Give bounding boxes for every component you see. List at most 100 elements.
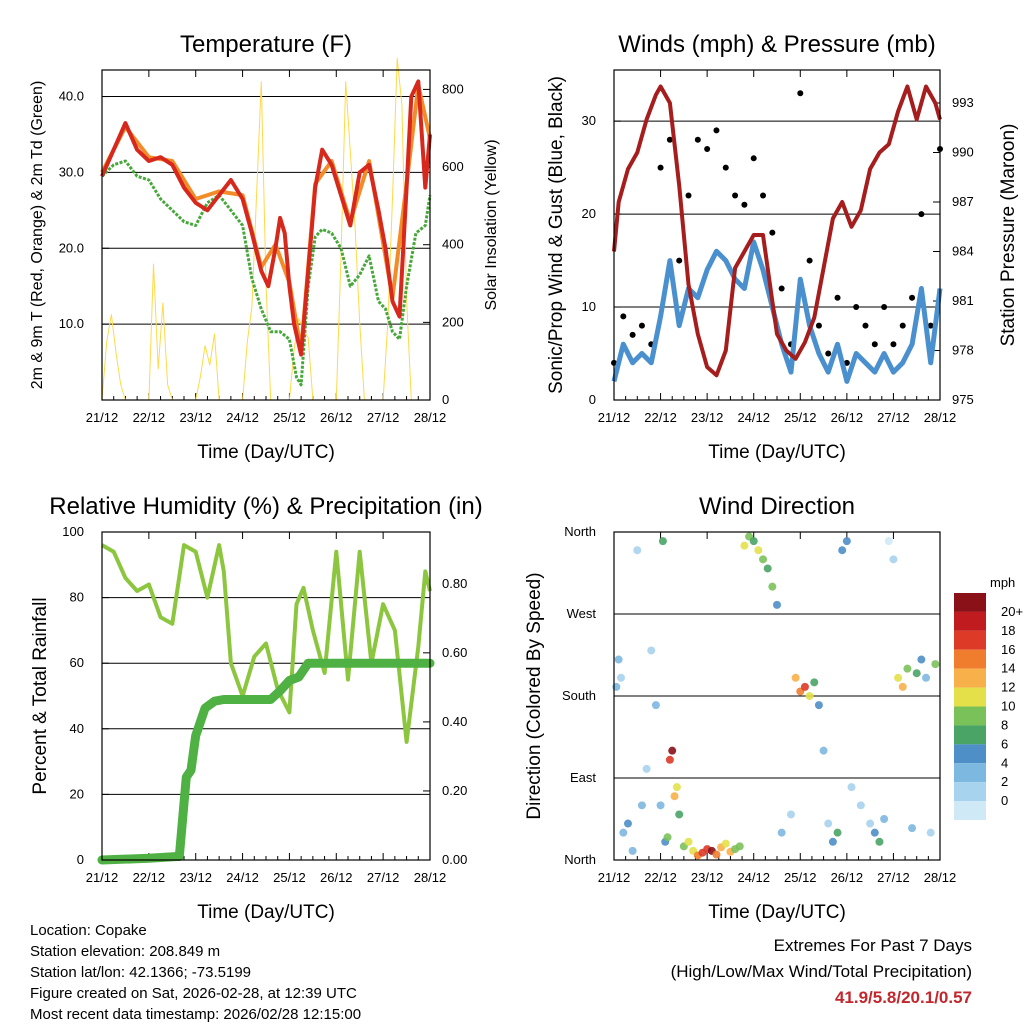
gust-point <box>927 322 934 329</box>
direction-point <box>828 837 837 846</box>
colorbar-swatch <box>954 706 986 726</box>
gust-point <box>909 294 916 301</box>
direction-point <box>628 846 637 855</box>
gust-point <box>843 359 850 366</box>
gust-point <box>750 155 757 162</box>
gust-point <box>713 127 720 134</box>
x-tick-label: 24/12 <box>226 870 259 885</box>
y-axis-label-1: Sonic/Prop Wind & Gust (Blue, Black) <box>546 76 567 394</box>
colorbar-swatch <box>954 763 986 783</box>
direction-point <box>633 546 642 555</box>
direction-point <box>791 673 800 682</box>
recent-data-text: Most recent data timestamp: 2026/02/28 1… <box>30 1006 362 1023</box>
direction-point <box>884 537 893 546</box>
y-axis-label-0: 2m & 9m T (Red, Orange) & 2m Td (Green) <box>29 81 46 390</box>
gust-point <box>704 146 711 153</box>
direction-point <box>800 682 809 691</box>
y-tick-label: 30 <box>582 113 596 128</box>
direction-point <box>623 819 632 828</box>
series-total-rainfall <box>97 658 435 865</box>
direction-point <box>675 810 684 819</box>
chart-title-0: Temperature (F) <box>180 31 352 58</box>
gust-point <box>760 192 767 199</box>
y2-tick-label: 400 <box>442 237 464 252</box>
direction-point <box>672 783 681 792</box>
gust-point <box>825 350 832 357</box>
y-tick-label: 20 <box>582 206 596 221</box>
direction-point <box>637 801 646 810</box>
colorbar-tick-label: 4 <box>1001 755 1008 770</box>
direction-point <box>670 792 679 801</box>
direction-point <box>773 600 781 609</box>
colorbar-swatch <box>954 687 986 707</box>
direction-point <box>810 678 819 687</box>
colorbar-swatch <box>954 725 986 745</box>
colorbar-tick-label: 10 <box>1001 699 1015 714</box>
colorbar-swatch <box>954 611 986 631</box>
direction-point <box>922 673 931 682</box>
y-tick-label: 40 <box>70 721 84 736</box>
direction-point <box>763 564 772 573</box>
x-tick-label: 22/12 <box>644 870 677 885</box>
colorbar-label: mph <box>990 575 1015 590</box>
direction-point <box>735 842 744 851</box>
x-tick-label: 21/12 <box>86 870 119 885</box>
y2-tick-label: 984 <box>952 244 974 259</box>
y2-tick-label: 800 <box>442 81 464 96</box>
y-tick-label: North <box>564 524 596 539</box>
colorbar-tick-label: 16 <box>1001 642 1015 657</box>
direction-point <box>749 537 758 546</box>
direction-point <box>880 815 889 823</box>
x-tick-label: 26/12 <box>831 870 864 885</box>
gust-point <box>890 341 897 348</box>
direction-point <box>875 837 884 846</box>
x-axis-label-3: Time (Day/UTC) <box>708 902 846 923</box>
colorbar-tick-label: 8 <box>1001 717 1008 732</box>
gust-point <box>638 322 645 329</box>
colorbar-swatch <box>954 801 986 820</box>
direction-point <box>721 839 730 848</box>
gust-point <box>797 90 804 97</box>
y2-tick-label: 0.40 <box>442 714 467 729</box>
colorbar-tick-label: 20+ <box>1001 604 1023 619</box>
y2-tick-label: 990 <box>952 145 974 160</box>
gust-point <box>629 331 636 338</box>
x-tick-label: 26/12 <box>320 870 353 885</box>
x-tick-label: 23/12 <box>179 410 212 425</box>
direction-point <box>656 801 665 810</box>
elevation-text: Station elevation: 208.849 m <box>30 943 221 960</box>
gust-point <box>806 257 813 264</box>
x-tick-label: 23/12 <box>691 870 724 885</box>
gust-point <box>899 322 906 329</box>
x-tick-label: 25/12 <box>273 870 306 885</box>
series-2m-td <box>100 159 432 387</box>
y-tick-label: South <box>562 688 596 703</box>
x-tick-label: 23/12 <box>691 410 724 425</box>
colorbar-tick-label: 12 <box>1001 680 1015 695</box>
direction-point <box>740 541 749 550</box>
series-wind <box>611 239 943 384</box>
direction-point <box>754 546 763 555</box>
colorbar-swatch <box>954 593 986 612</box>
direction-point <box>805 692 814 700</box>
y-tick-label: East <box>570 770 596 785</box>
gust-point <box>741 201 748 208</box>
gust-point <box>853 304 860 311</box>
colorbar-tick-label: 6 <box>1001 736 1008 751</box>
x-tick-label: 27/12 <box>367 410 400 425</box>
chart-title-2: Relative Humidity (%) & Precipitation (i… <box>49 493 482 520</box>
gust-point <box>657 164 664 171</box>
y2-tick-label: 0.20 <box>442 783 467 798</box>
y-axis-label-2: Percent & Total Rainfall <box>30 597 51 794</box>
direction-point <box>870 828 879 837</box>
y-tick-label: 100 <box>62 524 84 539</box>
x-tick-label: 28/12 <box>924 870 957 885</box>
x-tick-label: 28/12 <box>924 410 957 425</box>
y-tick-label: 20 <box>70 786 84 801</box>
latlon-text: Station lat/lon: 42.1366; -73.5199 <box>30 964 252 981</box>
gust-point <box>918 211 925 218</box>
x-tick-label: 28/12 <box>414 410 447 425</box>
direction-point <box>866 819 875 828</box>
colorbar-swatch <box>954 649 986 669</box>
direction-point <box>614 655 623 664</box>
